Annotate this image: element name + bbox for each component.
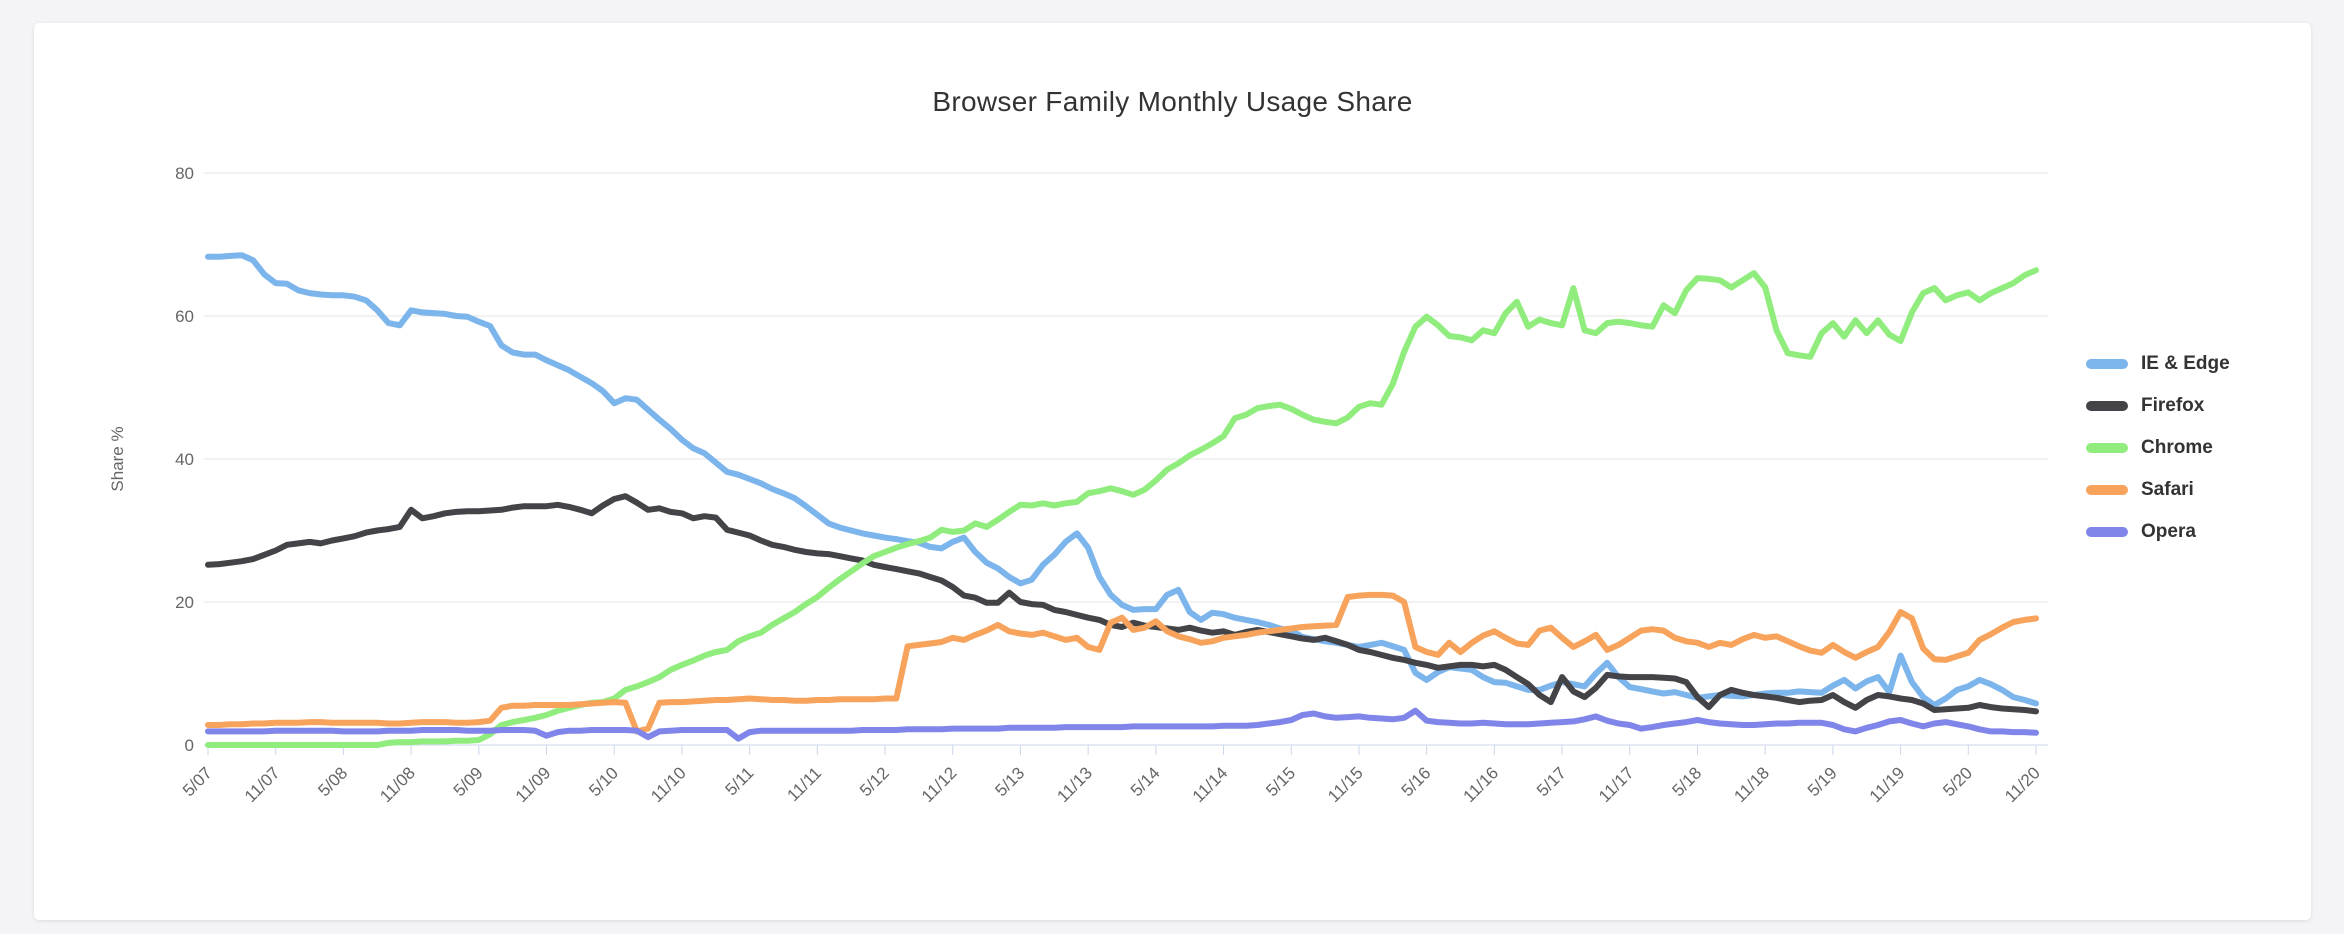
legend-swatch-icon <box>2086 401 2128 411</box>
x-axis-tick-label: 11/17 <box>1595 763 1638 806</box>
legend-label: Firefox <box>2141 395 2205 416</box>
x-axis-tick-label: 5/11 <box>722 763 758 799</box>
y-axis-tick-label: 20 <box>175 593 194 612</box>
chart-card: Browser Family Monthly Usage Share Share… <box>34 23 2311 920</box>
series-line-safari <box>205 591 2039 735</box>
x-axis-tick-label: 11/14 <box>1189 763 1232 806</box>
x-axis-tick-label: 5/13 <box>991 763 1028 800</box>
legend-swatch-icon <box>2086 485 2128 495</box>
x-axis-tick-label: 11/16 <box>1460 763 1503 806</box>
legend-swatch-icon <box>2086 527 2128 537</box>
x-axis-tick-label: 11/08 <box>376 763 419 806</box>
legend-label: Safari <box>2141 479 2194 500</box>
series-line-chrome <box>205 267 2039 748</box>
y-axis-tick-label: 60 <box>175 307 194 326</box>
x-axis-tick-label: 5/08 <box>314 763 351 800</box>
chart-title: Browser Family Monthly Usage Share <box>932 86 1413 117</box>
x-axis-tick-label: 5/09 <box>450 763 487 800</box>
x-axis-tick-label: 11/09 <box>512 763 555 806</box>
chart-legend: IE & Edge Firefox Chrome Safari Opera <box>2086 353 2230 563</box>
x-axis-tick-label: 5/20 <box>1939 763 1976 800</box>
x-axis-tick-label: 5/17 <box>1533 763 1570 800</box>
x-axis-tick-label: 5/10 <box>585 763 622 800</box>
x-axis-tick-label: 11/07 <box>241 763 284 806</box>
legend-item-firefox[interactable]: Firefox <box>2086 395 2230 417</box>
usage-share-line-chart: 0 20 40 60 80 5/07 11/07 5/08 11/08 5/09 11/09 5/10… <box>175 164 2048 806</box>
x-axis-tick-label: 11/10 <box>647 763 690 806</box>
legend-swatch-icon <box>2086 443 2128 453</box>
x-axis-tick-label: 5/12 <box>856 763 893 800</box>
x-axis-tick-label: 5/14 <box>1127 763 1164 800</box>
x-axis-tick-label: 11/12 <box>918 763 961 806</box>
legend-item-ie-edge[interactable]: IE & Edge <box>2086 353 2230 375</box>
x-axis-tick-label: 5/18 <box>1668 763 1705 800</box>
legend-label: Opera <box>2141 521 2196 542</box>
legend-item-chrome[interactable]: Chrome <box>2086 437 2230 459</box>
x-axis-tick-label: 11/15 <box>1324 763 1367 806</box>
x-axis-tick-label: 5/19 <box>1804 763 1841 800</box>
y-axis-tick-label: 40 <box>175 450 194 469</box>
y-axis-tick-label: 0 <box>185 736 194 755</box>
x-axis-tick-label: 11/18 <box>1730 763 1773 806</box>
series-line-firefox <box>205 493 2039 715</box>
x-axis-tick-label: 5/16 <box>1398 763 1435 800</box>
legend-item-opera[interactable]: Opera <box>2086 521 2230 543</box>
x-axis-tick-label: 11/11 <box>783 763 825 805</box>
x-axis-tick-label: 11/20 <box>2001 763 2044 806</box>
series-line-opera <box>205 707 2039 742</box>
legend-swatch-icon <box>2086 359 2128 369</box>
x-axis-tick-label: 11/19 <box>1866 763 1909 806</box>
x-axis-tick-label: 11/13 <box>1053 763 1096 806</box>
x-axis-tick-label: 5/15 <box>1262 763 1299 800</box>
legend-label: IE & Edge <box>2141 353 2230 374</box>
legend-label: Chrome <box>2141 437 2213 458</box>
x-axis-tick-label: 5/07 <box>179 763 216 800</box>
series-line-ie-edge <box>205 252 2039 708</box>
legend-item-safari[interactable]: Safari <box>2086 479 2230 501</box>
y-axis-tick-label: 80 <box>175 164 194 183</box>
